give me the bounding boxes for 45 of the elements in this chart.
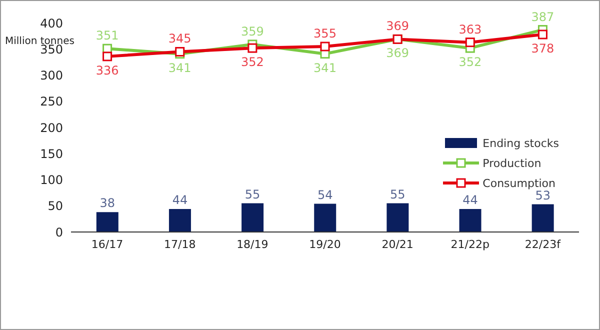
data-label: 38 — [100, 196, 116, 210]
y-tick-label: 100 — [40, 173, 63, 188]
data-label: 359 — [240, 24, 264, 38]
x-tick-label: 22/23f — [524, 238, 562, 251]
y-tick-label: 150 — [40, 146, 63, 161]
data-label: 336 — [96, 63, 119, 78]
data-label: 363 — [458, 22, 482, 36]
data-label: 345 — [168, 32, 192, 46]
y-tick-label: 50 — [48, 199, 63, 214]
data-label: 44 — [172, 193, 188, 208]
legend-label: Production — [482, 156, 542, 170]
data-label: 352 — [458, 55, 482, 70]
point — [465, 38, 475, 48]
y-tick-label: 200 — [40, 120, 63, 135]
point — [175, 46, 185, 56]
x-tick-label: 21/22p — [450, 238, 490, 251]
y-tick-label: 300 — [40, 68, 63, 83]
data-label: 378 — [531, 41, 554, 56]
x-tick-label: 16/17 — [91, 238, 124, 251]
x-tick-label: 18/19 — [236, 238, 268, 251]
data-label: 369 — [386, 46, 410, 60]
data-label: 351 — [96, 28, 119, 43]
point — [538, 30, 548, 40]
data-label: 54 — [317, 188, 333, 202]
data-label: 355 — [314, 26, 336, 41]
y-tick-label: 0 — [55, 225, 63, 240]
point — [102, 52, 112, 62]
x-tick-label: 20/21 — [382, 238, 414, 251]
point — [248, 43, 258, 53]
data-label: 53 — [535, 188, 550, 202]
x-tick-label: 19/20 — [309, 238, 341, 251]
data-label: 55 — [244, 187, 260, 202]
legend-label: Ending stocks — [482, 136, 559, 150]
data-label: 387 — [531, 10, 554, 24]
data-label: 44 — [462, 193, 478, 208]
data-label: 341 — [168, 60, 192, 75]
x-tick-label: 17/18 — [164, 238, 196, 251]
y-tick-label: 400 — [40, 16, 63, 30]
data-label: 55 — [390, 187, 406, 202]
data-label: 352 — [240, 55, 264, 70]
legend-label: Consumption — [482, 176, 556, 190]
y-tick-label: 250 — [40, 94, 63, 109]
data-label: 369 — [386, 19, 410, 34]
data-label: 341 — [314, 60, 336, 75]
point — [320, 42, 330, 52]
